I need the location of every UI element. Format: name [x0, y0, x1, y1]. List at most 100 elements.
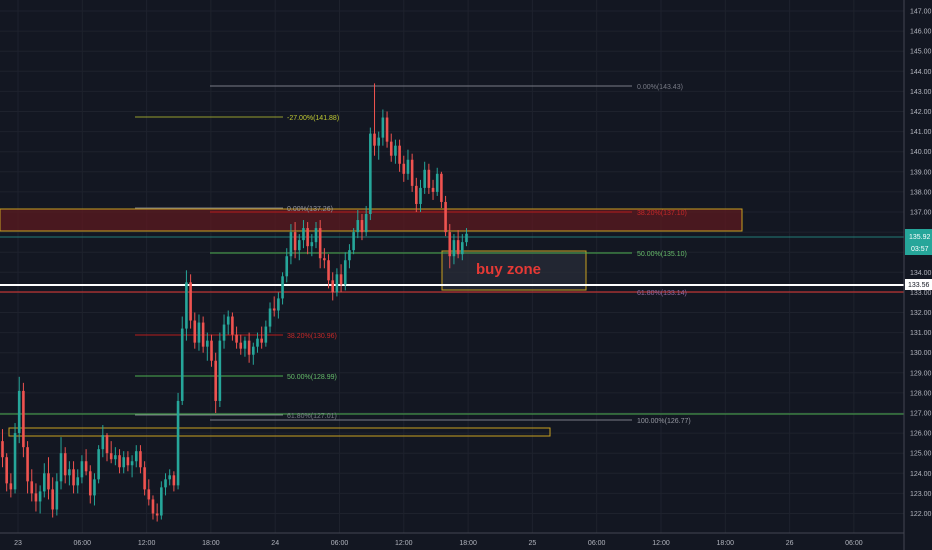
candle — [444, 195, 447, 237]
time-tick-label: 18:00 — [717, 540, 735, 547]
candle — [201, 316, 205, 353]
fib-label: 61.80%(133.14) — [637, 290, 687, 297]
candle — [93, 473, 96, 506]
candle — [155, 503, 159, 522]
candle-body — [419, 187, 422, 204]
candle-body — [306, 228, 309, 247]
candle-body — [43, 473, 46, 492]
candle — [30, 469, 34, 502]
candle — [22, 382, 25, 458]
candle-body — [461, 242, 464, 255]
buy-zone-label[interactable]: buy zone — [476, 261, 541, 278]
candle-body — [293, 232, 297, 251]
support-zone[interactable] — [8, 427, 551, 437]
candle-body — [47, 473, 50, 490]
price-tick-label: 139.00 — [910, 169, 932, 176]
candle-body — [297, 240, 301, 251]
price-axis[interactable]: 122.00 123.00 124.00 125.00 126.00 127.00 128.… — [910, 9, 932, 519]
candle-body — [252, 346, 255, 355]
candle — [105, 433, 109, 462]
time-tick-label: 18:00 — [459, 540, 477, 547]
candle-body — [1, 441, 4, 458]
candle-body — [440, 173, 443, 202]
candle — [364, 205, 368, 237]
candle — [97, 445, 100, 484]
candle-body — [130, 461, 134, 466]
candle — [377, 131, 380, 160]
candle — [122, 451, 126, 474]
candle — [76, 469, 80, 494]
candle-body — [80, 461, 84, 478]
candle — [68, 461, 71, 486]
time-tick-label: 06:00 — [588, 540, 606, 547]
candle — [297, 234, 301, 261]
candle — [456, 230, 460, 259]
candle-body — [285, 256, 289, 277]
price-tick-label: 126.00 — [910, 431, 932, 438]
price-tick-label: 127.00 — [910, 411, 932, 418]
candle — [369, 127, 372, 221]
candle — [389, 133, 393, 162]
candle-body — [168, 475, 171, 480]
candle-body — [331, 280, 335, 293]
time-axis[interactable]: 23 06:00 12:00 18:00 24 06:00 12:00 18:00 25 06:0… — [14, 540, 863, 547]
candle — [256, 332, 259, 353]
candle-body — [63, 453, 67, 476]
candle — [59, 437, 63, 490]
candle-body — [222, 324, 226, 341]
candle-body — [389, 141, 393, 156]
candle — [80, 455, 84, 484]
candle — [84, 449, 88, 476]
candle-body — [398, 145, 401, 164]
svg-text:03:57: 03:57 — [911, 246, 929, 253]
candle-body — [327, 260, 330, 281]
candle — [427, 163, 431, 194]
candle-body — [448, 232, 452, 257]
candle — [5, 453, 8, 492]
candle — [160, 481, 163, 520]
candle — [151, 495, 155, 520]
time-tick-label: 12:00 — [138, 540, 156, 547]
candle — [343, 252, 347, 291]
candle — [247, 332, 251, 363]
candle-body — [9, 483, 13, 490]
price-tick-label: 125.00 — [910, 451, 932, 458]
candle-body — [189, 282, 192, 321]
candle-body — [394, 145, 397, 156]
candle — [406, 149, 410, 180]
candle — [130, 455, 134, 478]
price-tick-label: 142.00 — [910, 109, 932, 116]
time-tick-label: 06:00 — [845, 540, 863, 547]
time-tick-label: 24 — [271, 540, 279, 547]
candle — [143, 461, 146, 496]
candle — [360, 214, 364, 241]
candle — [289, 224, 293, 265]
candle-body — [444, 201, 447, 233]
candle — [410, 153, 414, 192]
buy-zone-box[interactable] — [441, 250, 587, 291]
candle — [381, 109, 385, 146]
candle-body — [272, 308, 276, 311]
candle — [335, 268, 339, 297]
candle-body — [456, 240, 460, 255]
candle — [63, 447, 67, 484]
candle — [114, 447, 117, 466]
candle — [264, 320, 268, 347]
candle-body — [185, 282, 188, 329]
price-tick-label: 140.00 — [910, 149, 932, 156]
time-tick-label: 26 — [786, 540, 794, 547]
candle-body — [431, 187, 435, 192]
candle-body — [314, 228, 318, 243]
price-tick-label: 138.00 — [910, 189, 932, 196]
price-tick-label: 124.00 — [910, 471, 932, 478]
candle — [352, 228, 355, 255]
candle — [88, 465, 92, 504]
candle-body — [93, 479, 96, 496]
candle — [180, 316, 184, 405]
candle-body — [310, 242, 314, 247]
price-tick-label: 133.00 — [910, 290, 932, 297]
candle — [461, 234, 464, 261]
time-tick-label: 12:00 — [652, 540, 670, 547]
candle — [197, 314, 201, 351]
